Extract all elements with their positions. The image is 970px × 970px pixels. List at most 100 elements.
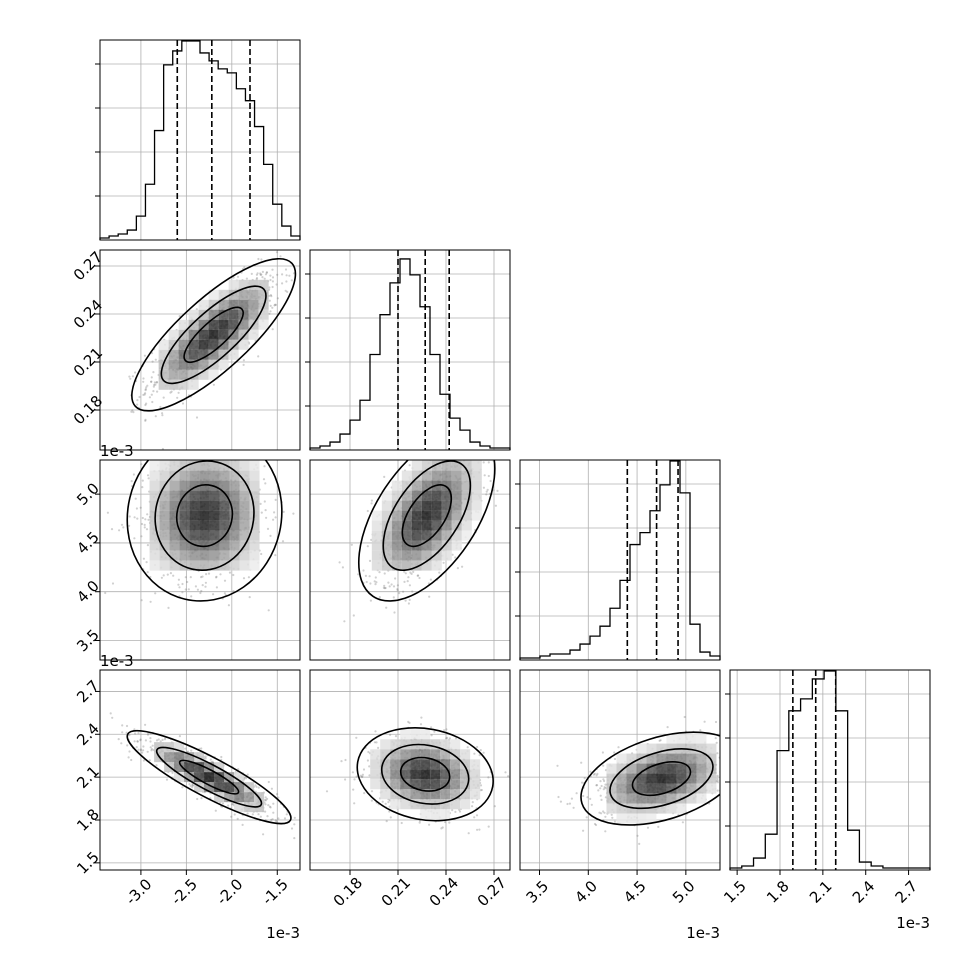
sample-point — [146, 733, 150, 736]
sample-point — [170, 390, 173, 393]
sample-point — [269, 806, 272, 809]
density-cell — [149, 540, 160, 551]
y-tick-label: 2.1 — [73, 762, 103, 792]
sample-point — [276, 297, 279, 300]
sample-point — [387, 581, 390, 584]
density-cell — [238, 289, 249, 300]
sample-point — [441, 452, 443, 454]
density-cell — [159, 510, 170, 521]
sample-point — [352, 614, 355, 617]
density-cell — [258, 289, 269, 300]
density-cell — [391, 560, 402, 571]
sample-point — [283, 245, 285, 247]
density-cell — [199, 520, 210, 531]
sample-point — [261, 276, 264, 279]
sample-point — [383, 572, 386, 575]
sample-point — [146, 384, 149, 387]
sample-point — [227, 604, 230, 607]
sample-point — [438, 455, 440, 457]
density-cell — [188, 329, 199, 340]
sample-point — [351, 771, 354, 774]
sample-point — [482, 461, 485, 464]
sample-point — [150, 380, 153, 383]
density-cell — [209, 560, 220, 571]
sample-point — [357, 573, 360, 576]
density-cell — [461, 470, 472, 481]
density-cell — [471, 470, 482, 481]
sample-point — [389, 733, 392, 737]
density-cell — [178, 369, 189, 380]
sample-point — [449, 453, 451, 455]
density-cell — [248, 309, 259, 320]
sample-point — [373, 580, 376, 583]
density-cell — [441, 520, 452, 531]
density-cell — [168, 359, 179, 370]
sample-point — [153, 383, 156, 386]
density-cell — [214, 782, 225, 793]
sample-point — [485, 490, 488, 493]
sample-point — [418, 576, 421, 580]
sample-point — [504, 771, 507, 774]
density-cell — [239, 490, 250, 501]
sample-point — [384, 802, 387, 805]
sample-point — [269, 294, 272, 297]
sample-point — [181, 591, 184, 594]
sample-point — [140, 535, 143, 538]
density-cell — [244, 802, 255, 813]
density-cell — [401, 500, 412, 511]
sample-point — [402, 590, 405, 593]
sample-point — [121, 731, 124, 734]
sample-point — [201, 575, 204, 578]
density-cell — [229, 510, 240, 521]
sample-point — [374, 730, 377, 733]
density-cell — [239, 480, 250, 491]
density-cell — [431, 510, 442, 521]
sample-point — [367, 750, 370, 754]
density-cell — [441, 460, 452, 471]
density-cell — [199, 500, 210, 511]
density-cell — [441, 550, 452, 561]
density-cell — [159, 560, 170, 571]
sample-point — [395, 458, 397, 460]
density-cell — [411, 460, 422, 471]
panel-frame — [99, 669, 301, 871]
sample-point — [232, 802, 235, 806]
sample-point — [257, 813, 260, 816]
sample-point — [442, 561, 445, 564]
sample-point — [145, 402, 148, 405]
density-cell — [169, 520, 180, 531]
sample-point — [360, 775, 363, 779]
sample-point — [430, 734, 433, 737]
scatter-panel-0-3: 1.51.82.12.42.71e-3-3.0 -2.5 -2.0 -1.51e-3 — [73, 652, 301, 942]
density-cell — [421, 490, 432, 501]
sample-point — [366, 545, 369, 548]
sample-point — [292, 272, 296, 275]
sample-point — [221, 457, 223, 459]
sample-point — [152, 390, 155, 393]
panel-frame — [309, 459, 511, 661]
sample-point — [165, 778, 169, 781]
sample-point — [392, 596, 395, 599]
density-cell — [258, 309, 269, 320]
sample-point — [396, 589, 399, 592]
sample-point — [414, 455, 416, 457]
density-cell — [401, 520, 412, 531]
sample-point — [104, 591, 107, 595]
sample-point — [454, 810, 457, 814]
sample-point — [144, 389, 147, 392]
sample-point — [271, 818, 274, 821]
sample-point — [483, 474, 486, 477]
sample-point — [130, 410, 133, 413]
sample-point — [369, 582, 372, 585]
sample-point — [383, 587, 386, 590]
density-cell — [451, 530, 462, 541]
density-cell — [218, 329, 229, 340]
sample-point — [145, 528, 149, 531]
density-cell — [238, 279, 249, 290]
sample-point — [454, 556, 457, 559]
density-cell — [249, 530, 260, 541]
sample-point — [264, 482, 267, 485]
density-cell — [441, 490, 452, 501]
sample-point — [149, 740, 152, 743]
density-cell — [381, 530, 392, 541]
